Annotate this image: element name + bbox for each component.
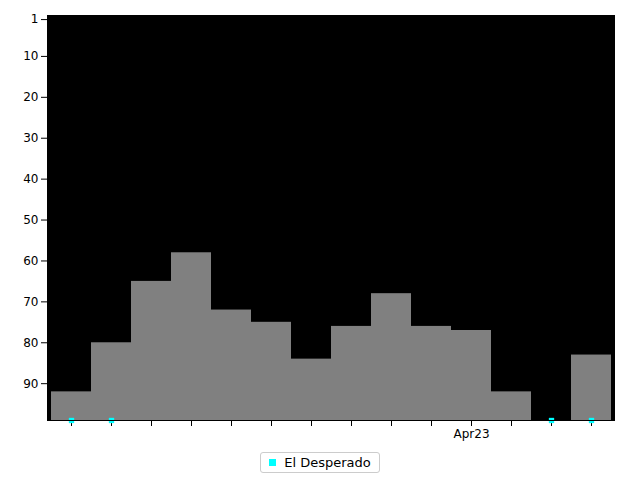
svg-text:40: 40 [23, 172, 38, 186]
svg-text:70: 70 [23, 295, 38, 309]
svg-text:20: 20 [23, 90, 38, 104]
svg-text:80: 80 [23, 336, 38, 350]
html-text:El Desperado: El Desperado [284, 455, 371, 470]
svg-text:10: 10 [23, 49, 38, 63]
svg-text:Apr23: Apr23 [453, 427, 489, 441]
svg-text:1: 1 [31, 12, 39, 26]
svg-text:30: 30 [23, 131, 38, 145]
svg-text:50: 50 [23, 213, 38, 227]
svg-text:60: 60 [23, 254, 38, 268]
svg-text:90: 90 [23, 377, 38, 391]
